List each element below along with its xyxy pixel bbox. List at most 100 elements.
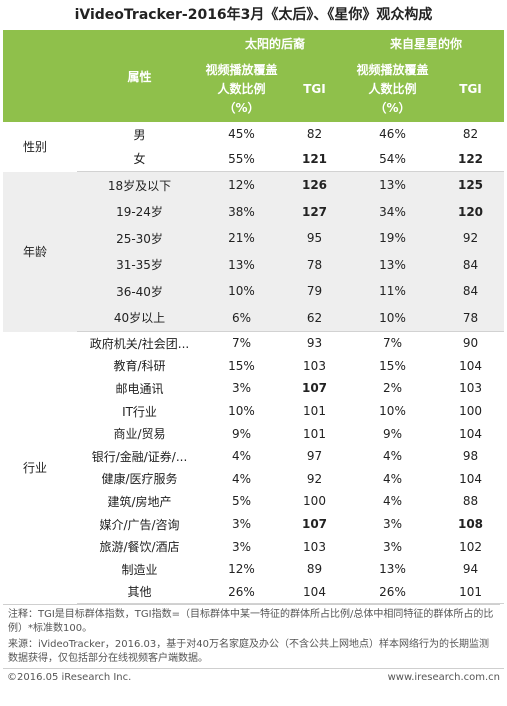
row-label: IT行业 [77,399,202,423]
row-label: 31-35岁 [77,251,202,278]
show2-percent: 34% [348,198,438,225]
row-label: 政府机关/社会团... [77,331,202,355]
show1-percent: 12% [202,171,281,199]
show2-tgi: 100 [437,399,505,423]
metric-header-2: 视频播放覆盖 人数比例 （%） [348,56,438,122]
show1-percent: 55% [202,146,281,172]
table-row: 媒介/广告/咨询 3% 107 3% 108 [3,512,505,536]
group-label: 行业 [3,331,77,604]
table-row: 年龄 18岁及以下 12% 126 13% 125 [3,171,505,332]
row-label: 36-40岁 [77,278,202,305]
show2-percent: 7% [348,331,438,355]
show2-percent: 4% [348,444,438,468]
table-row: 性别男 45% 82 46% 82 [3,122,505,172]
table-row: 教育/科研 15% 103 15% 104 [3,354,505,378]
footer: ©2016.05 iResearch Inc. www.iresearch.co… [3,668,504,683]
row-label: 教育/科研 [77,354,202,378]
row-label: 健康/医疗服务 [77,467,202,491]
row-label: 建筑/房地产 [77,490,202,513]
row-label: 其他 [77,580,202,605]
show1-percent: 3% [202,535,281,558]
metric-header-line3: （%） [374,100,411,115]
tgi-header-1: TGI [281,56,349,122]
show1-tgi: 79 [281,278,349,305]
show1-tgi: 101 [281,422,349,445]
table-row: 其他 26% 104 26% 101 [3,580,505,605]
show2-tgi: 92 [437,225,505,252]
show1-tgi: 78 [281,251,349,278]
show1-percent: 5% [202,490,281,513]
show1-percent: 4% [202,467,281,491]
row-label: 40岁以上 [77,304,202,332]
show2-tgi: 122 [437,146,505,172]
show1-percent: 45% [202,122,281,147]
table-row: 19-24岁 38% 127 34% 120 [3,198,505,225]
show2-tgi: 108 [437,512,505,536]
show2-tgi: 104 [437,354,505,378]
table-row: 40岁以上 6% 62 10% 78 [3,304,505,332]
show2-tgi: 78 [437,304,505,332]
source-text: 来源：iVideoTracker，2016.03，基于对40万名家庭及办公（不含… [8,639,489,665]
website: www.iresearch.com.cn [387,672,500,684]
show1-tgi: 100 [281,490,349,513]
copyright: ©2016.05 iResearch Inc. [7,672,132,684]
show1-tgi: 82 [281,122,349,147]
show1-percent: 13% [202,251,281,278]
show1-tgi: 107 [281,377,349,400]
show2-percent: 26% [348,580,438,605]
table-row: 女 55% 121 54% 122 [3,146,505,172]
show1-tgi: 92 [281,467,349,491]
show2-tgi: 88 [437,490,505,513]
show2-percent: 4% [348,490,438,513]
show1-percent: 10% [202,399,281,423]
page-title: iVideoTracker-2016年3月《太后》、《星你》观众构成 [74,7,433,23]
row-label: 25-30岁 [77,225,202,252]
note-text: 注释：TGI是目标群体指数，TGI指数=（目标群体中某一特征的群体所占比例/总体… [8,609,494,635]
table-row: 旅游/餐饮/酒店 3% 103 3% 102 [3,535,505,558]
show2-tgi: 82 [437,122,505,147]
show1-percent: 9% [202,422,281,445]
show2-tgi: 125 [437,171,505,199]
show2-percent: 11% [348,278,438,305]
table-row: 31-35岁 13% 78 13% 84 [3,251,505,278]
show2-percent: 15% [348,354,438,378]
metric-header-line2: 人数比例 [217,81,266,96]
row-label: 18岁及以下 [77,171,202,199]
show1-percent: 12% [202,557,281,581]
show2-tgi: 104 [437,467,505,491]
show1-percent: 3% [202,512,281,536]
show2-tgi: 102 [437,535,505,558]
attr-header-label: 属性 [77,30,202,122]
show1-percent: 10% [202,278,281,305]
show2-tgi: 84 [437,251,505,278]
show2-percent: 13% [348,251,438,278]
row-label: 邮电通讯 [77,377,202,400]
row-label: 媒介/广告/咨询 [77,512,202,536]
table-row: 制造业 12% 89 13% 94 [3,557,505,581]
show1-tgi: 93 [281,331,349,355]
show1-percent: 7% [202,331,281,355]
show1-header: 太阳的后裔 [202,30,349,56]
show2-percent: 13% [348,557,438,581]
show1-tgi: 89 [281,557,349,581]
attr-header [3,30,77,122]
show2-percent: 2% [348,377,438,400]
show2-tgi: 103 [437,377,505,400]
show2-tgi: 90 [437,331,505,355]
show1-tgi: 126 [281,171,349,199]
row-label: 商业/贸易 [77,422,202,445]
show2-header: 来自星星的你 [348,30,505,56]
show2-tgi: 98 [437,444,505,468]
notes: 注释：TGI是目标群体指数，TGI指数=（目标群体中某一特征的群体所占比例/总体… [3,604,500,666]
audience-table: 属性 太阳的后裔 来自星星的你 视频播放覆盖 人数比例 （%） TGI 视频播放… [3,30,505,605]
table-row: 银行/金融/证券/... 4% 97 4% 98 [3,444,505,468]
show2-percent: 10% [348,304,438,332]
show1-percent: 4% [202,444,281,468]
metric-header-line1: 视频播放覆盖 [205,62,278,77]
row-label: 女 [77,146,202,172]
table-row: 商业/贸易 9% 101 9% 104 [3,422,505,445]
show1-percent: 6% [202,304,281,332]
show1-tgi: 95 [281,225,349,252]
show2-percent: 10% [348,399,438,423]
metric-header-1: 视频播放覆盖 人数比例 （%） [202,56,281,122]
